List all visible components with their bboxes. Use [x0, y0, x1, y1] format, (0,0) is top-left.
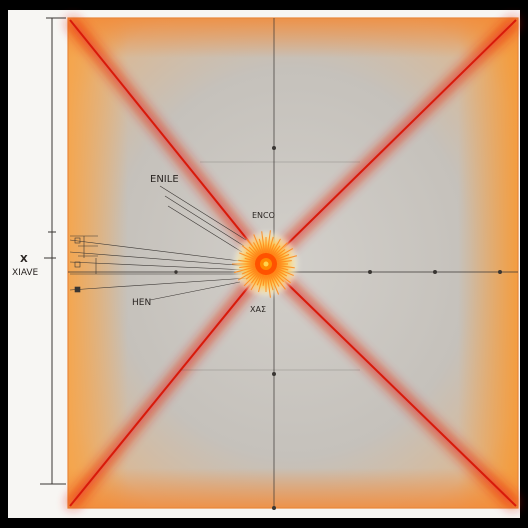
energy-burst [232, 230, 300, 298]
burst-ray [266, 230, 271, 255]
burst-ray [245, 269, 259, 280]
burst-ray [250, 272, 262, 291]
burst-ray [258, 238, 264, 255]
label-left-lower: HEN [132, 298, 151, 308]
burst-ray [248, 246, 260, 258]
left-dimension-bracket [40, 17, 66, 485]
burst-ray [275, 253, 290, 261]
burst-ray [272, 242, 288, 258]
burst-ray [244, 257, 257, 262]
burst-ray [268, 273, 274, 291]
burst-ray [274, 268, 288, 277]
burst-ray [243, 270, 260, 287]
burst-ray [271, 245, 281, 257]
label-center-upper: ENCO [252, 211, 275, 220]
burst-ray [238, 252, 257, 261]
burst-ray [275, 267, 294, 276]
burst-ray [239, 264, 257, 269]
burst-ray [256, 273, 263, 286]
burst-ray [268, 236, 274, 255]
burst-ray [241, 267, 257, 275]
burst-ray [275, 260, 292, 264]
labels: ENILE ENCO X XIAVE HEN ΧΑΣ [12, 174, 275, 314]
burst-ray [272, 270, 285, 283]
label-left-margin-top: X [20, 254, 28, 265]
burst-ray [270, 238, 281, 256]
label-center-lower: ΧΑΣ [250, 305, 266, 314]
burst-ray [270, 272, 280, 287]
burst-ray [273, 269, 291, 284]
burst-ray [238, 259, 257, 264]
burst-ray [269, 243, 275, 255]
burst-ray [253, 234, 263, 255]
burst-ray [241, 245, 259, 259]
burst-ray [253, 242, 262, 256]
burst-ray [269, 273, 280, 295]
burst-ray [275, 264, 295, 269]
burst-ray [275, 266, 289, 271]
diagonal-lines [66, 16, 520, 510]
burst-ray [246, 239, 261, 257]
burst-ray [238, 268, 258, 281]
burst-ray [245, 252, 258, 260]
burst-ray [274, 248, 294, 260]
burst-ray [261, 231, 266, 255]
burst-ray [273, 248, 286, 259]
burst-ray [271, 271, 286, 290]
burst-ray [250, 271, 261, 284]
burst-ray [262, 273, 266, 286]
label-upper-left: ENILE [150, 174, 179, 185]
burst-ray [257, 273, 264, 293]
burst-ray [233, 266, 257, 274]
burst-ray [266, 273, 271, 298]
label-left-margin-bottom: XIAVE [12, 268, 39, 278]
leader-lines [69, 185, 249, 301]
burst-ray [275, 255, 298, 262]
